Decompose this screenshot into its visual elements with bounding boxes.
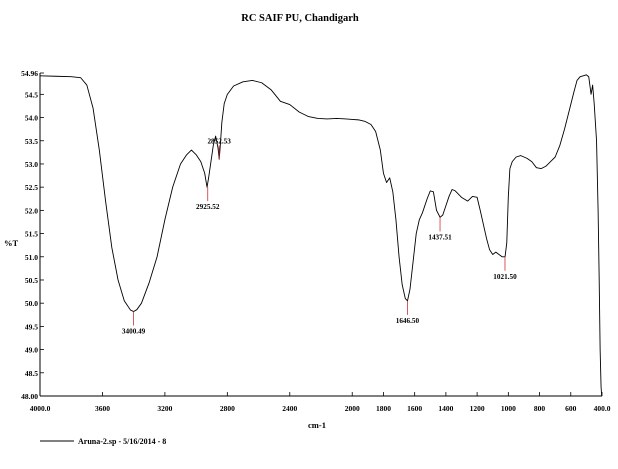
- y-tick-label: 54.96: [21, 69, 38, 78]
- x-axis-label: cm-1: [308, 420, 326, 430]
- y-tick-label: 51.0: [25, 253, 38, 262]
- x-tick-label: 2000: [345, 404, 360, 413]
- y-tick-label: 48.00: [21, 392, 38, 401]
- y-tick-label: 54.0: [25, 114, 38, 123]
- x-tick-label: 1600: [407, 404, 422, 413]
- x-tick-label: 1000: [501, 404, 516, 413]
- y-tick-label: 52.5: [25, 183, 38, 192]
- y-tick-label: 52.0: [25, 206, 38, 215]
- peak-label: 1646.50: [396, 317, 420, 325]
- y-tick-label: 53.0: [25, 160, 38, 169]
- y-tick-label: 48.5: [25, 369, 38, 378]
- spectrum-plot: [39, 74, 603, 397]
- peak-label: 1021.50: [493, 273, 517, 281]
- peak-label: 2925.52: [196, 203, 220, 211]
- y-tick-label: 49.0: [25, 346, 38, 355]
- spectrum-line: [39, 74, 603, 397]
- x-tick-label: 1400: [438, 404, 453, 413]
- x-tick-label: 400.0: [594, 404, 611, 413]
- x-tick-label: 3600: [95, 404, 110, 413]
- y-tick-label: 51.5: [25, 230, 38, 239]
- legend-entry: Aruna-2.sp - 5/16/2014 - 8: [78, 437, 166, 446]
- x-axis: 4000.0 3600 3200 2800 2400 2000 1800 1600 1400 12…: [30, 392, 611, 413]
- y-tick-label: 50.0: [25, 299, 38, 308]
- legend: Aruna-2.sp - 5/16/2014 - 8: [40, 437, 166, 446]
- x-tick-label: 1200: [470, 404, 485, 413]
- peak-annotations: 3400.49 2925.52 2852.53 1646.50 1437.51 1021.…: [122, 137, 517, 335]
- y-tick-label: 54.5: [25, 90, 38, 99]
- y-tick-label: 53.5: [25, 137, 38, 146]
- peak-label: 3400.49: [122, 328, 146, 336]
- x-tick-label: 2800: [220, 404, 235, 413]
- y-axis: 54.96 54.5 54.0 53.5 53.0 52.5 52.0 51.5 51.0 50.…: [21, 69, 44, 401]
- x-tick-label: 3200: [157, 404, 172, 413]
- peak-label: 1437.51: [428, 233, 452, 241]
- chart-title: RC SAIF PU, Chandigarh: [241, 13, 359, 24]
- x-tick-label: 800: [534, 404, 546, 413]
- x-tick-label: 1800: [376, 404, 391, 413]
- x-tick-label: 600: [565, 404, 577, 413]
- peak-label: 2852.53: [207, 137, 231, 145]
- y-tick-label: 50.5: [25, 276, 38, 285]
- x-tick-label: 2400: [282, 404, 297, 413]
- y-tick-label: 49.5: [25, 322, 38, 331]
- x-tick-label: 4000.0: [30, 404, 51, 413]
- y-axis-label: %T: [4, 238, 19, 248]
